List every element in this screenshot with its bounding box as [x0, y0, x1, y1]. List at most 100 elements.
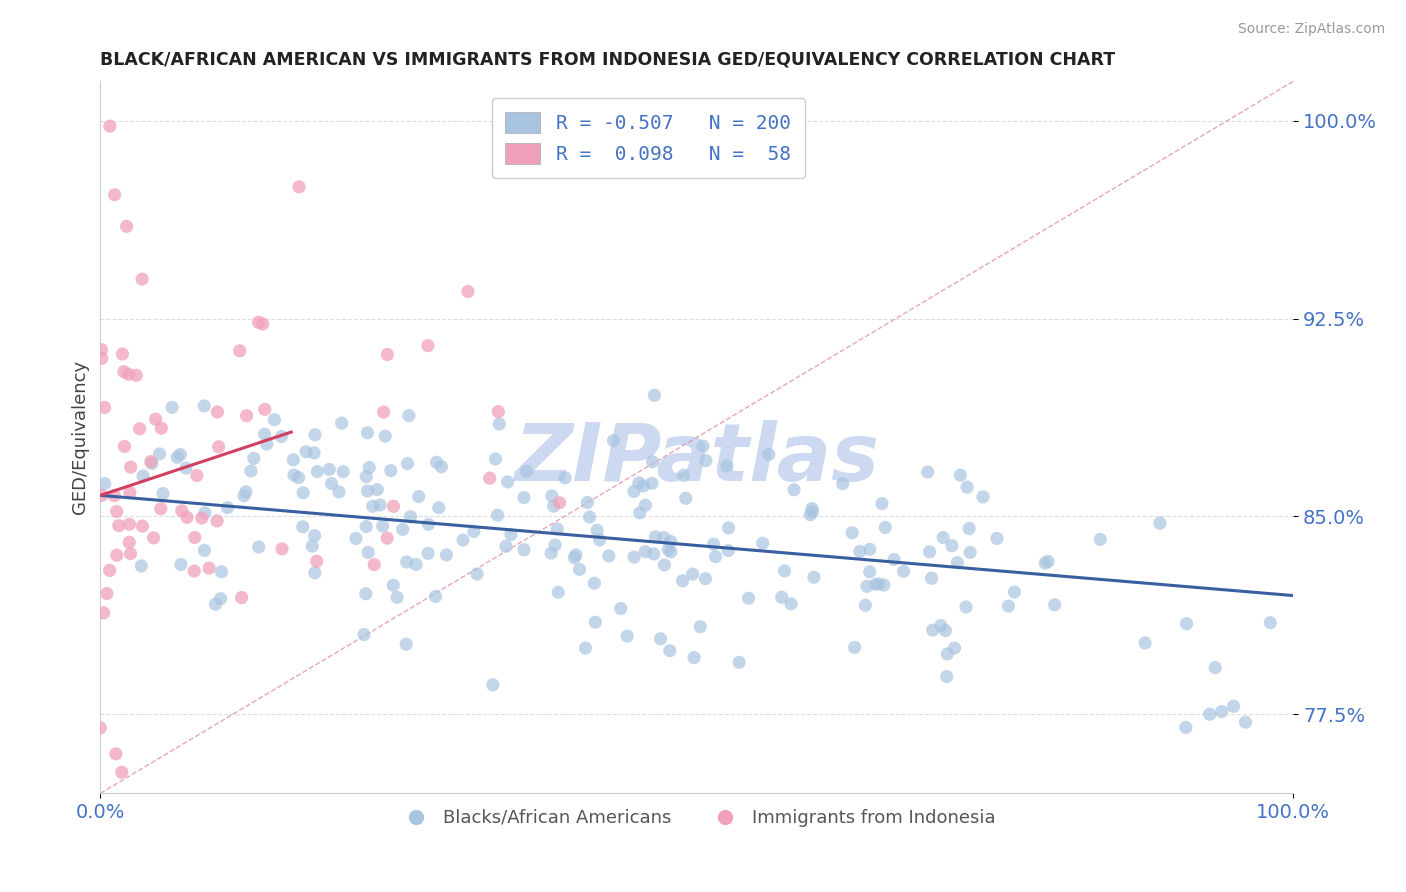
- Point: [304, 566, 326, 580]
- Point: [139, 454, 162, 468]
- Point: [841, 525, 863, 540]
- Point: [194, 506, 217, 520]
- Point: [408, 490, 430, 504]
- Point: [941, 539, 963, 553]
- Point: [643, 388, 665, 402]
- Point: [717, 521, 740, 535]
- Point: [374, 429, 396, 443]
- Point: [104, 747, 127, 761]
- Point: [318, 462, 340, 476]
- Point: [96, 586, 118, 600]
- Text: ZIPatlas: ZIPatlas: [515, 420, 879, 498]
- Point: [623, 484, 645, 499]
- Point: [883, 552, 905, 566]
- Point: [943, 641, 966, 656]
- Point: [211, 565, 233, 579]
- Point: [616, 629, 638, 643]
- Point: [672, 468, 695, 483]
- Point: [304, 528, 326, 542]
- Point: [93, 606, 115, 620]
- Point: [643, 547, 665, 561]
- Point: [1175, 616, 1198, 631]
- Point: [375, 347, 398, 361]
- Point: [354, 519, 377, 533]
- Point: [682, 567, 704, 582]
- Point: [357, 545, 380, 559]
- Point: [513, 491, 536, 505]
- Point: [128, 422, 150, 436]
- Point: [111, 347, 134, 361]
- Point: [253, 402, 276, 417]
- Point: [398, 409, 420, 423]
- Point: [870, 497, 893, 511]
- Point: [728, 656, 751, 670]
- Point: [209, 591, 232, 606]
- Point: [425, 455, 447, 469]
- Point: [105, 504, 128, 518]
- Point: [247, 315, 270, 329]
- Point: [375, 531, 398, 545]
- Point: [382, 578, 405, 592]
- Point: [112, 365, 135, 379]
- Point: [94, 476, 117, 491]
- Point: [1204, 660, 1226, 674]
- Point: [191, 511, 214, 525]
- Point: [949, 468, 972, 483]
- Text: Source: ZipAtlas.com: Source: ZipAtlas.com: [1237, 22, 1385, 37]
- Point: [380, 464, 402, 478]
- Point: [90, 343, 112, 357]
- Point: [170, 504, 193, 518]
- Point: [484, 451, 506, 466]
- Point: [959, 545, 981, 559]
- Point: [217, 500, 239, 515]
- Point: [111, 765, 134, 780]
- Point: [1043, 598, 1066, 612]
- Point: [304, 427, 326, 442]
- Point: [152, 486, 174, 500]
- Point: [149, 501, 172, 516]
- Point: [131, 272, 153, 286]
- Point: [330, 416, 353, 430]
- Point: [1033, 556, 1056, 570]
- Point: [145, 412, 167, 426]
- Point: [193, 399, 215, 413]
- Point: [231, 591, 253, 605]
- Point: [641, 455, 664, 469]
- Point: [283, 452, 305, 467]
- Point: [395, 555, 418, 569]
- Point: [425, 590, 447, 604]
- Point: [921, 623, 943, 637]
- Point: [627, 475, 650, 490]
- Point: [1258, 615, 1281, 630]
- Point: [659, 534, 682, 549]
- Point: [166, 450, 188, 465]
- Point: [332, 465, 354, 479]
- Point: [382, 500, 405, 514]
- Point: [1149, 516, 1171, 531]
- Point: [368, 498, 391, 512]
- Point: [486, 404, 509, 418]
- Point: [583, 615, 606, 630]
- Point: [859, 565, 882, 579]
- Point: [90, 488, 112, 502]
- Point: [628, 506, 651, 520]
- Point: [207, 405, 229, 419]
- Point: [641, 476, 664, 491]
- Point: [801, 505, 824, 519]
- Point: [657, 542, 679, 557]
- Point: [654, 558, 676, 572]
- Point: [361, 500, 384, 514]
- Y-axis label: GED/Equivalency: GED/Equivalency: [72, 360, 89, 515]
- Point: [997, 599, 1019, 613]
- Point: [305, 554, 328, 568]
- Point: [496, 475, 519, 489]
- Point: [416, 338, 439, 352]
- Point: [434, 548, 457, 562]
- Point: [935, 669, 957, 683]
- Point: [716, 458, 738, 473]
- Point: [391, 523, 413, 537]
- Point: [972, 490, 994, 504]
- Point: [675, 491, 697, 506]
- Point: [176, 510, 198, 524]
- Point: [142, 531, 165, 545]
